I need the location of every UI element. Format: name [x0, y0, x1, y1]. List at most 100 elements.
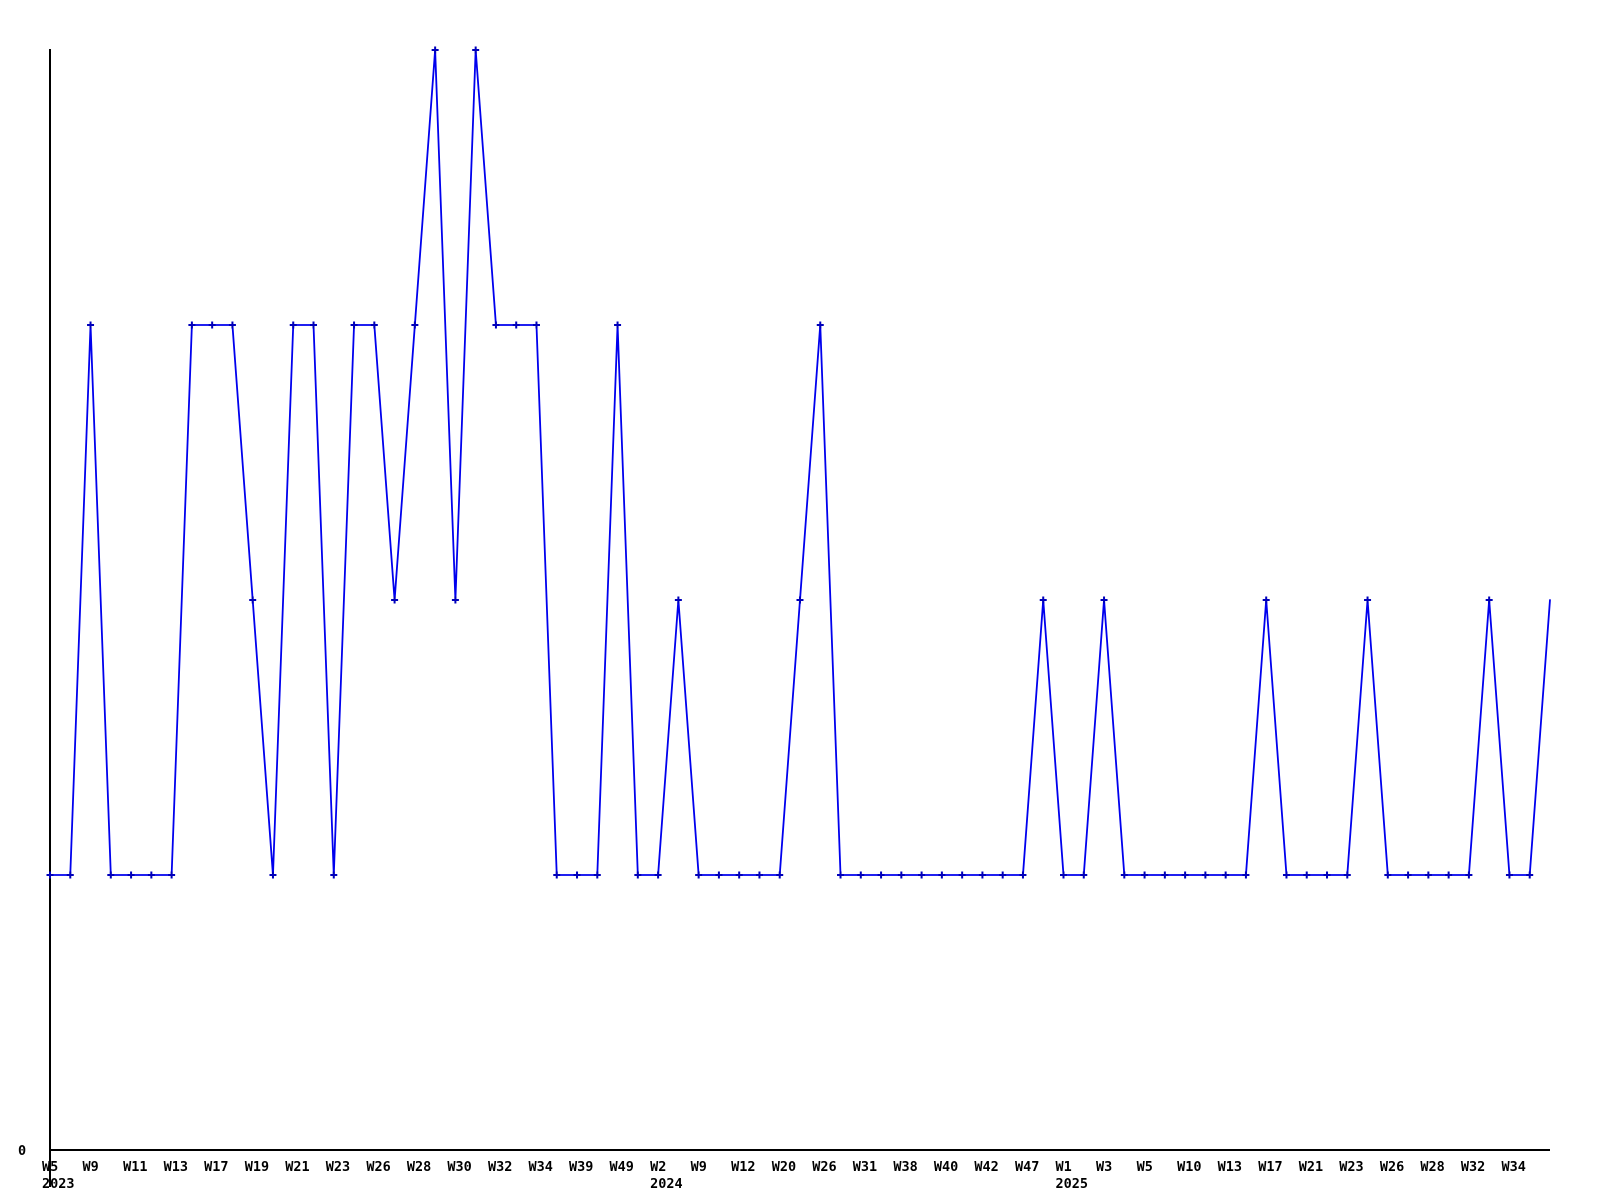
x-tick-week-label: W34 — [1501, 1159, 1525, 1175]
x-tick-week-label: W13 — [164, 1159, 188, 1175]
plus-marker — [208, 321, 216, 329]
plus-marker — [938, 871, 946, 879]
plus-marker — [127, 871, 135, 879]
x-tick-week-label: W3 — [1096, 1159, 1112, 1175]
plus-marker — [1181, 871, 1189, 879]
plus-marker — [1343, 871, 1351, 879]
x-tick-week-label: W1 — [1056, 1159, 1072, 1175]
plus-marker — [715, 871, 723, 879]
plus-marker — [837, 871, 845, 879]
plus-marker — [46, 871, 54, 879]
plus-marker — [877, 871, 885, 879]
plus-marker — [918, 871, 926, 879]
plus-marker — [310, 321, 318, 329]
x-tick-week-label: W23 — [1339, 1159, 1363, 1175]
plus-marker — [107, 871, 115, 879]
plus-marker — [512, 321, 520, 329]
x-tick-week-label: W13 — [1218, 1159, 1242, 1175]
plus-marker — [978, 871, 986, 879]
plus-marker — [999, 871, 1007, 879]
plus-marker — [1039, 596, 1047, 604]
plus-marker — [1120, 871, 1128, 879]
plus-marker — [1060, 871, 1067, 879]
plus-marker — [168, 871, 176, 879]
plus-marker — [431, 46, 439, 54]
x-tick-week-label: W26 — [1380, 1159, 1404, 1175]
x-tick-labels: W5 2023 W9 W11 W13 W17 W19 W21 W23 W26 W28 W30 W32 W3… — [42, 1159, 1526, 1192]
plus-marker — [249, 596, 257, 604]
plus-marker — [1445, 871, 1453, 879]
axes — [49, 49, 1550, 1187]
plus-marker — [755, 871, 763, 879]
plus-marker — [1141, 871, 1149, 879]
plus-marker — [269, 871, 277, 879]
x-tick-week-label: W28 — [407, 1159, 431, 1175]
x-tick-week-label: W17 — [204, 1159, 228, 1175]
y-tick-label: 0 — [18, 1143, 26, 1159]
plus-marker — [87, 321, 95, 329]
data-series-line — [49, 49, 1551, 876]
x-tick-week-label: W42 — [974, 1159, 998, 1175]
plus-marker — [1080, 871, 1088, 879]
plus-marker — [1242, 871, 1250, 879]
plus-marker — [411, 321, 419, 329]
x-tick-week-label: W2 — [650, 1159, 666, 1175]
x-tick-week-label: W32 — [1461, 1159, 1485, 1175]
plus-marker — [634, 871, 642, 879]
x-tick-week-label: W30 — [447, 1159, 471, 1175]
x-tick-week-label: W26 — [812, 1159, 836, 1175]
plus-marker — [553, 871, 561, 879]
x-tick-week-label: W5 — [1137, 1159, 1153, 1175]
x-tick-week-label: W32 — [488, 1159, 512, 1175]
x-tick-week-label: W19 — [245, 1159, 269, 1175]
x-tick-week-label: W11 — [123, 1159, 147, 1175]
plus-marker — [573, 871, 581, 879]
plus-marker — [958, 871, 966, 879]
plus-marker — [147, 871, 155, 879]
x-tick-week-label: W40 — [934, 1159, 958, 1175]
x-tick-week-label: W21 — [1299, 1159, 1323, 1175]
x-tick-week-label: W9 — [83, 1159, 99, 1175]
plus-marker — [1384, 871, 1392, 879]
plus-marker — [816, 321, 824, 329]
x-tick-week-label: W49 — [610, 1159, 634, 1175]
plus-marker — [370, 321, 378, 329]
x-tick-week-label: W47 — [1015, 1159, 1039, 1175]
x-tick-year-label: 2023 — [42, 1176, 75, 1192]
x-tick-year-label: 2024 — [650, 1176, 683, 1192]
plus-marker — [532, 321, 540, 329]
plus-marker — [492, 321, 500, 329]
plus-marker — [1161, 871, 1169, 879]
plus-marker — [289, 321, 297, 329]
x-tick-year-label: 2025 — [1056, 1176, 1089, 1192]
plus-marker — [593, 871, 601, 879]
plus-marker — [776, 871, 784, 879]
x-tick-week-label: W39 — [569, 1159, 593, 1175]
plus-marker — [1100, 596, 1108, 604]
plus-marker — [1262, 596, 1270, 604]
plus-marker — [654, 871, 662, 879]
plus-marker — [857, 871, 865, 879]
x-tick-week-label: W10 — [1177, 1159, 1201, 1175]
plus-marker — [1323, 871, 1331, 879]
plus-marker — [1303, 871, 1311, 879]
x-tick-week-label: W31 — [853, 1159, 877, 1175]
plus-marker — [1201, 871, 1209, 879]
plus-marker — [1465, 871, 1473, 879]
x-tick-week-label: W26 — [366, 1159, 390, 1175]
x-tick-week-label: W34 — [528, 1159, 552, 1175]
plus-marker — [614, 321, 622, 329]
plus-marker — [451, 596, 459, 604]
plus-marker — [1222, 871, 1230, 879]
plus-marker — [188, 321, 196, 329]
plus-marker — [228, 321, 236, 329]
plus-marker — [1019, 871, 1027, 879]
x-tick-week-label: W12 — [731, 1159, 755, 1175]
plus-marker — [796, 596, 804, 604]
plus-marker — [735, 871, 743, 879]
x-tick-week-label: W23 — [326, 1159, 350, 1175]
x-tick-week-label: W21 — [285, 1159, 309, 1175]
plus-marker — [472, 46, 480, 54]
